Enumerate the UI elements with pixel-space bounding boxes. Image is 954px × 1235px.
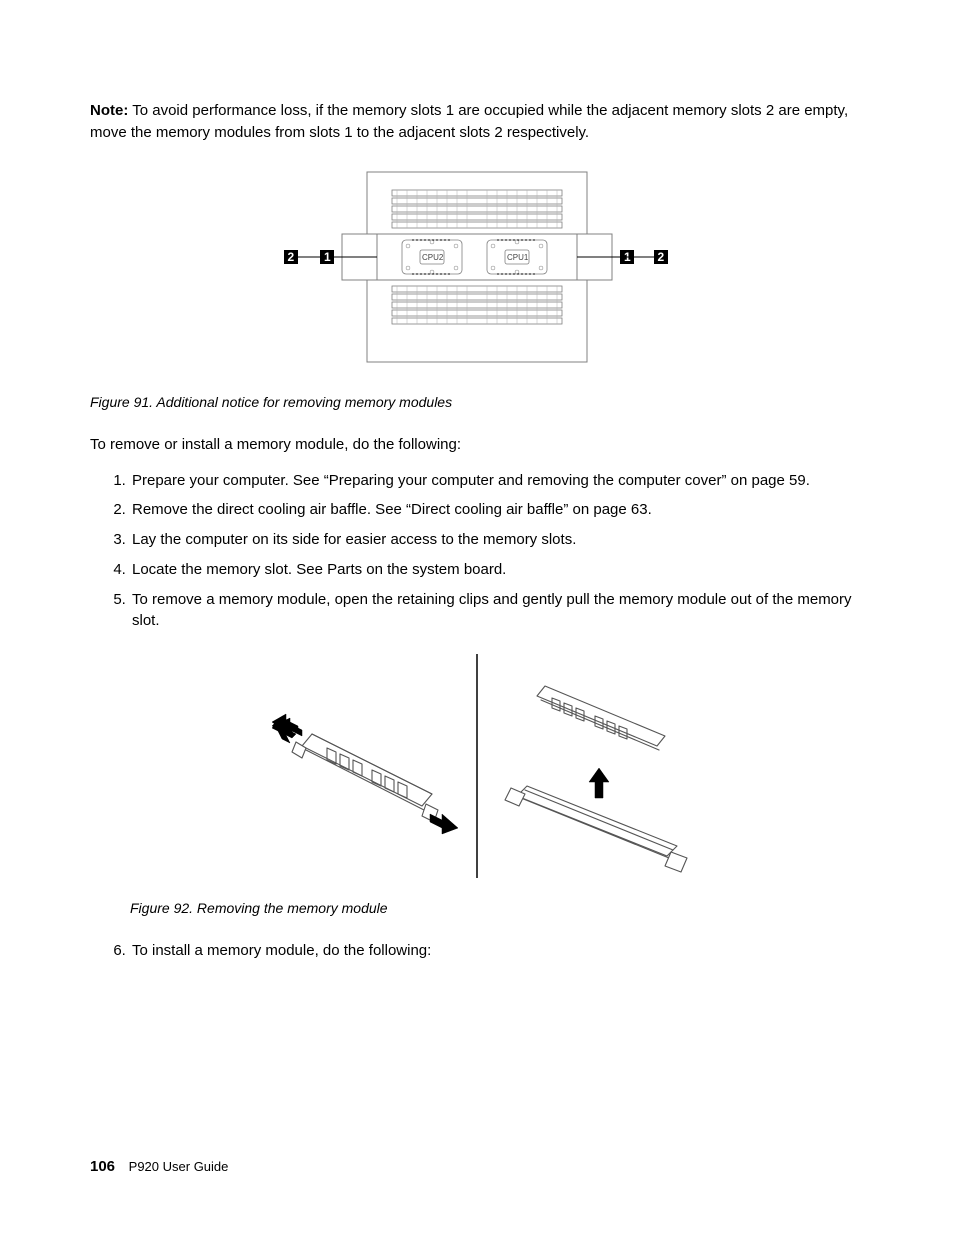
step-3: Lay the computer on its side for easier … xyxy=(130,529,864,551)
note-paragraph: Note: To avoid performance loss, if the … xyxy=(90,100,864,144)
figure-91-caption: Figure 91. Additional notice for removin… xyxy=(90,392,864,412)
step-4: Locate the memory slot. See Parts on the… xyxy=(130,559,864,581)
doc-title: P920 User Guide xyxy=(129,1159,229,1174)
figure-92-diagram xyxy=(90,646,864,886)
note-text: To avoid performance loss, if the memory… xyxy=(90,102,848,141)
callout-2-right: 2 xyxy=(658,250,665,264)
step-1: Prepare your computer. See “Preparing yo… xyxy=(130,470,864,492)
step-5: To remove a memory module, open the reta… xyxy=(130,589,864,633)
step-2: Remove the direct cooling air baffle. Se… xyxy=(130,499,864,521)
step-6: To install a memory module, do the follo… xyxy=(130,940,864,962)
figure-92-caption: Figure 92. Removing the memory module xyxy=(130,898,864,918)
page-number: 106 xyxy=(90,1158,115,1175)
steps-list-1: Prepare your computer. See “Preparing yo… xyxy=(90,470,864,633)
intro-text: To remove or install a memory module, do… xyxy=(90,434,864,456)
callout-1-left: 1 xyxy=(324,250,331,264)
callout-2-left: 2 xyxy=(288,250,295,264)
figure-91-diagram: CPU2 CPU1 xyxy=(90,162,864,372)
steps-list-2: To install a memory module, do the follo… xyxy=(90,940,864,962)
note-label: Note: xyxy=(90,102,128,119)
page-footer: 106 P920 User Guide xyxy=(90,1158,228,1175)
cpu2-label: CPU2 xyxy=(422,253,444,262)
cpu1-label: CPU1 xyxy=(507,253,529,262)
